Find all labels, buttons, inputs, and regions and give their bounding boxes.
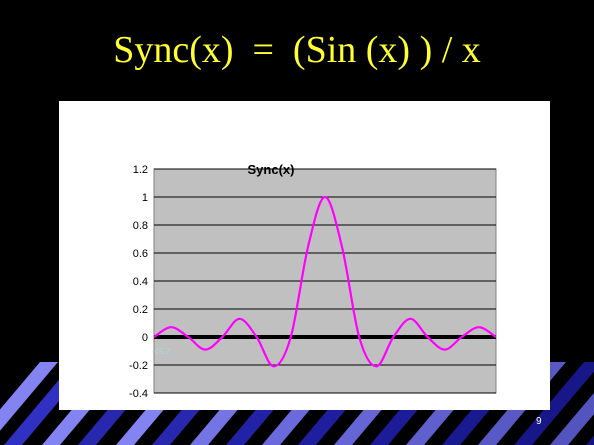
y-axis-tick-label: -0.2: [129, 360, 148, 372]
y-axis-tick-label: 0.8: [133, 220, 148, 232]
y-axis-tick-label: 1.2: [133, 164, 148, 176]
y-axis-tick-label: 0.6: [133, 248, 148, 260]
decorative-stripe: [0, 362, 58, 431]
y-axis-tick-label: 0: [142, 332, 148, 344]
y-axis-tick-label: 0.4: [133, 276, 148, 288]
y-axis-tick-label: 1: [142, 192, 148, 204]
decorative-stripe: [550, 392, 594, 445]
y-axis-tick-label: -0.4: [129, 388, 148, 400]
chart: 1.2 1 0.8 0.6 0.4 0.2 0 -0.2 -0.4 Sync(x) -15.7: [129, 162, 497, 400]
x-axis-tick-label: -15.7: [152, 347, 171, 356]
chart-panel: 1.2 1 0.8 0.6 0.4 0.2 0 -0.2 -0.4 Sync(x) -15.7: [59, 101, 550, 410]
decorative-stripe: [514, 362, 594, 445]
y-axis-tick-label: 0.2: [133, 304, 148, 316]
chart-title: Sync(x): [248, 162, 295, 177]
decorative-stripe: [586, 435, 594, 445]
series-line: [153, 195, 497, 368]
slide-number: 9: [536, 416, 542, 427]
slide-title: Sync(x) = (Sin (x) ) / x: [113, 29, 481, 71]
